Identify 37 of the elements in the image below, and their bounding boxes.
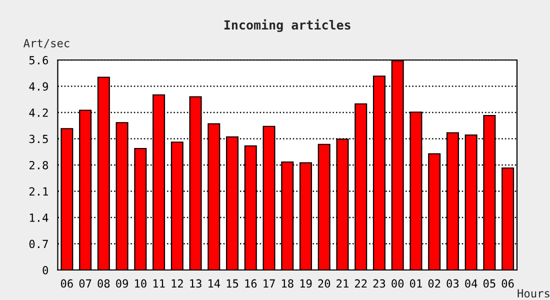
x-tick-label: 23: [373, 279, 386, 288]
x-tick-label: 15: [226, 279, 238, 288]
x-tick-label: 11: [153, 279, 165, 288]
y-tick-label: 2.8: [29, 161, 48, 170]
y-axis-title: Art/sec: [24, 39, 70, 48]
x-tick-label: 06: [502, 279, 514, 288]
x-tick-label: 07: [79, 279, 92, 288]
x-tick-label: 21: [336, 279, 348, 288]
x-tick-label: 16: [245, 279, 257, 288]
x-tick-label: 00: [392, 279, 404, 288]
x-tick-label: 19: [300, 279, 312, 288]
y-tick-label: 0.7: [29, 240, 48, 248]
y-tick-label: 2.1: [29, 187, 48, 196]
x-tick-label: 05: [483, 279, 496, 288]
x-tick-label: 22: [354, 279, 367, 288]
x-axis-title: Hours: [518, 289, 550, 298]
x-tick-label: 17: [264, 279, 275, 288]
x-tick-label: 09: [116, 279, 128, 288]
x-tick-label: 04: [465, 279, 478, 288]
x-tick-label: 01: [410, 279, 422, 288]
y-tick-label: 1.4: [30, 214, 48, 222]
x-tick-label: 18: [282, 279, 294, 288]
y-tick-label: 4.2: [29, 108, 48, 117]
x-tick-label: 06: [60, 279, 73, 288]
y-tick-label: 4.9: [29, 82, 48, 91]
x-tick-label: 12: [172, 279, 183, 288]
x-tick-label: 14: [208, 279, 220, 288]
x-tick-label: 10: [135, 279, 146, 288]
x-tick-label: 02: [428, 279, 440, 288]
x-tick-label: 13: [190, 279, 202, 288]
y-tick-label: 3.5: [29, 134, 48, 144]
y-tick-label: 0: [42, 266, 48, 274]
x-tick-label: 20: [318, 279, 330, 288]
chart-title: Incoming articles: [224, 19, 350, 32]
x-tick-label: 03: [446, 279, 459, 288]
x-tick-label: 08: [98, 279, 110, 288]
y-tick-label: 5.6: [29, 56, 48, 64]
